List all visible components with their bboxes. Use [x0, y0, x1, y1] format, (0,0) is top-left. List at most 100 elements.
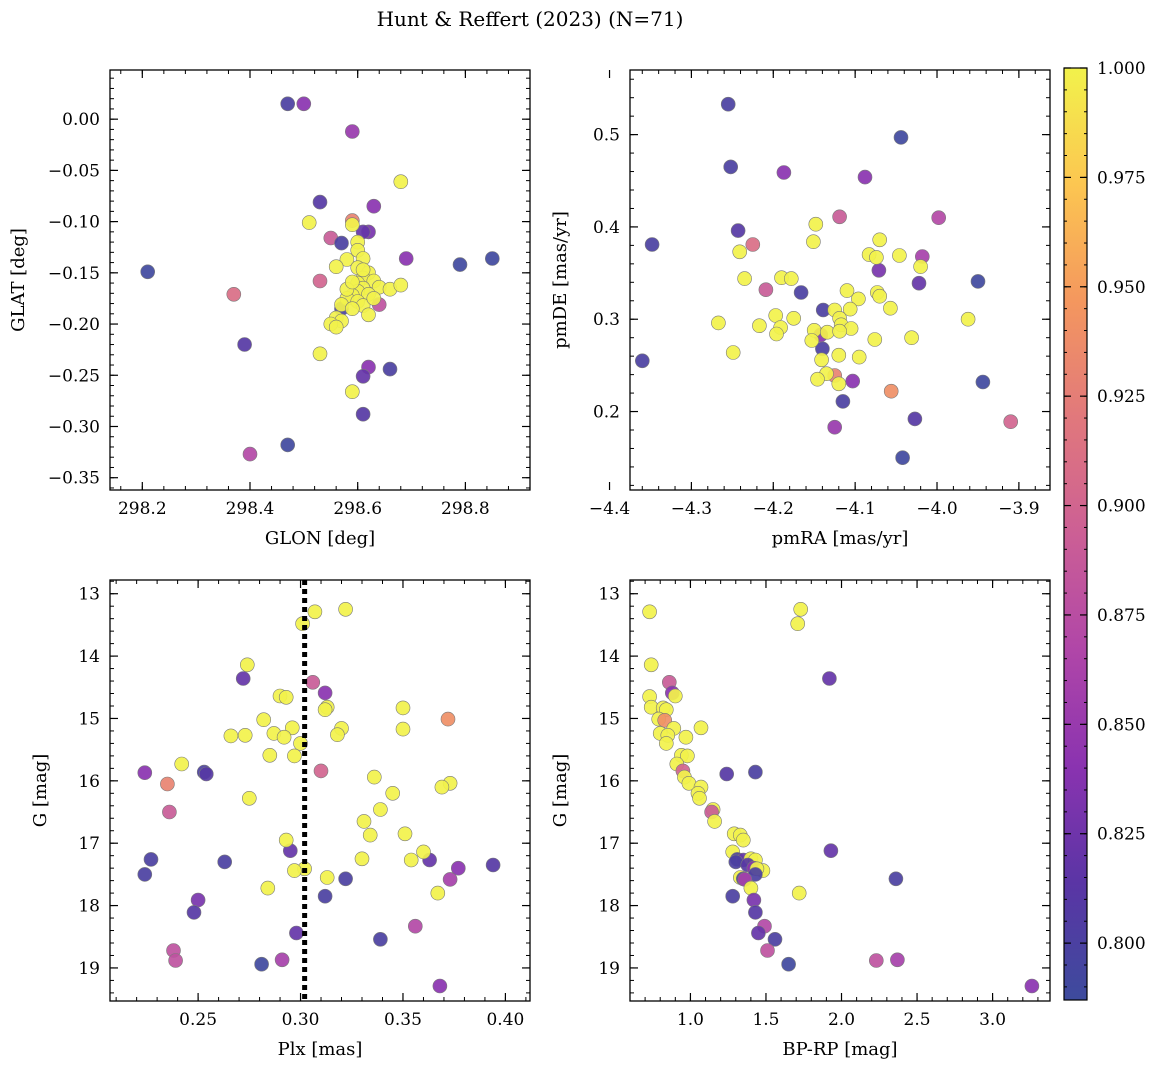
axes-frame [109, 579, 531, 1002]
data-point [366, 769, 382, 785]
data-point [242, 790, 257, 806]
y-axis-label: G [mag] [30, 754, 51, 827]
data-point [760, 943, 775, 958]
data-point [793, 601, 809, 617]
data-point [842, 301, 858, 317]
x-tick-label: 3.0 [979, 1010, 1006, 1030]
data-point [711, 315, 726, 331]
data-point [317, 685, 333, 701]
data-point [280, 437, 296, 453]
data-point [723, 159, 739, 175]
data-point [883, 383, 899, 399]
colorbar-gradient [1063, 67, 1088, 1001]
ticks-bprp-g: 1.0 1.5 2.0 2.5 3.0 13 14 15 16 17 18 19 [598, 580, 1050, 1030]
data-point [732, 244, 748, 260]
data-point [262, 747, 278, 763]
data-point [888, 871, 904, 887]
data-point [355, 406, 371, 422]
data-point [793, 285, 809, 300]
data-point [312, 194, 328, 210]
data-point [160, 776, 175, 792]
data-point [970, 274, 986, 289]
data-point [804, 333, 820, 348]
data-point [416, 844, 431, 860]
data-point [725, 888, 741, 904]
y-tick-label: −0.10 [48, 213, 100, 233]
data-point [442, 872, 458, 887]
data-point [226, 286, 242, 302]
data-point [831, 376, 847, 392]
data-point [280, 96, 296, 112]
data-point [366, 291, 382, 306]
x-tick-label: 2.5 [904, 1010, 931, 1030]
data-point [872, 288, 888, 304]
data-point [790, 616, 806, 632]
y-tick-label: 0.2 [593, 403, 620, 423]
data-point [748, 905, 763, 920]
x-tick-label: 298.8 [441, 499, 490, 519]
data-point [746, 892, 762, 908]
data-point [806, 234, 821, 249]
data-point [751, 925, 766, 941]
data-point [893, 130, 909, 145]
data-point [242, 446, 258, 462]
data-point [240, 657, 255, 673]
data-point [344, 124, 360, 139]
data-point [312, 273, 328, 289]
data-point [312, 346, 328, 362]
data-point [190, 892, 206, 908]
colorbar-tick-label: 0.825 [1097, 825, 1146, 845]
y-tick-label: 0.00 [62, 110, 100, 130]
x-axis-label: Plx [mas] [278, 1039, 363, 1060]
x-tick-label: 1.5 [752, 1010, 779, 1030]
data-point [868, 953, 884, 968]
y-tick-label: 0.4 [593, 218, 620, 238]
data-point [373, 931, 388, 947]
data-point [707, 814, 722, 829]
data-point [810, 371, 825, 387]
data-point [827, 419, 843, 435]
colorbar-tick-label: 0.875 [1097, 606, 1146, 626]
data-point [276, 729, 292, 745]
data-point [728, 854, 744, 870]
data-point [355, 368, 371, 384]
y-tick-label: −0.30 [48, 417, 100, 437]
data-point [814, 352, 829, 368]
data-point [931, 210, 947, 225]
y-tick-label: 14 [598, 647, 620, 667]
data-point [904, 330, 919, 346]
data-point [338, 871, 353, 887]
data-point [845, 373, 861, 389]
ticks-pmra-pmde: −4.4 −4.3 −4.2 −4.1 −4.0 −3.9 0.5 0.4 0.3 0.2 [589, 70, 1050, 519]
x-axis-label: BP-RP [mag] [782, 1039, 897, 1060]
ticks-plx-g: 0.25 0.30 0.35 0.40 13 14 15 16 17 18 19 [78, 580, 530, 1030]
data-point [832, 209, 847, 225]
data-point [776, 165, 792, 180]
points-glon-glat [140, 96, 500, 462]
data-point [385, 785, 401, 801]
data-point [783, 271, 799, 286]
y-tick-label: 15 [598, 709, 620, 729]
y-tick-label: 19 [598, 959, 620, 979]
data-point [366, 198, 382, 214]
data-point [355, 262, 371, 278]
data-point [693, 720, 709, 736]
data-point [735, 832, 751, 848]
colorbar-tick-label: 0.850 [1097, 715, 1146, 735]
data-point [835, 394, 851, 409]
data-point [643, 657, 659, 673]
data-point [871, 262, 887, 278]
data-point [305, 674, 321, 690]
y-tick-label: 13 [78, 585, 100, 605]
data-point [823, 843, 839, 859]
data-point [960, 311, 976, 327]
data-point [137, 765, 153, 781]
data-point [237, 337, 252, 352]
data-point [745, 237, 761, 252]
data-point [869, 250, 884, 265]
data-point [430, 885, 446, 901]
data-point [223, 728, 239, 744]
data-point [162, 804, 177, 820]
y-axis-label: G [mag] [550, 754, 571, 827]
